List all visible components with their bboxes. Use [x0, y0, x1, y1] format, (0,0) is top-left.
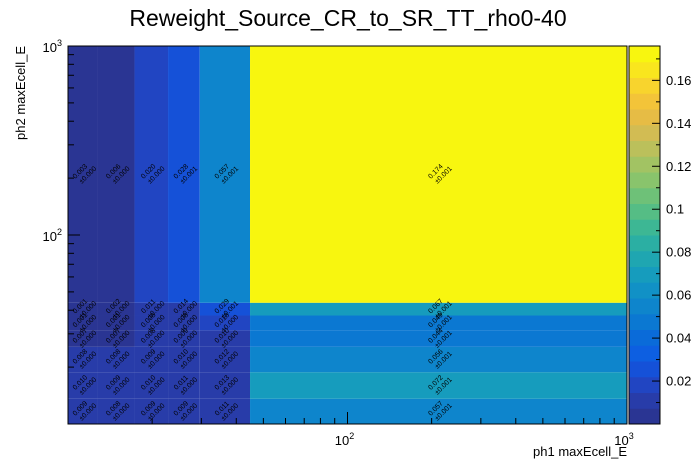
heatmap-cell [97, 372, 135, 399]
colorbar-swatch [629, 298, 660, 315]
colorbar-swatch [629, 361, 660, 378]
y-tick-label: 102 [43, 227, 62, 244]
colorbar-frame [628, 45, 661, 425]
colorbar-swatch [629, 266, 660, 283]
colorbar-swatch [629, 140, 660, 157]
colorbar-tick-label: 0.08 [666, 245, 691, 260]
heatmap-cell [250, 330, 627, 347]
colorbar-tick-label: 0.12 [666, 159, 691, 174]
colorbar-swatch [629, 124, 660, 141]
heatmap-cell [68, 315, 98, 331]
heatmap-cell [250, 46, 627, 303]
heatmap-cell [97, 46, 135, 303]
heatmap-cell [97, 302, 135, 316]
heatmap-cell [68, 46, 98, 303]
colorbar-swatch [629, 77, 660, 94]
colorbar-swatch [629, 329, 660, 346]
colorbar-swatch [629, 219, 660, 236]
heatmap-cell [199, 398, 251, 424]
heatmap-cell [199, 302, 251, 316]
heatmap-cell [134, 46, 169, 303]
heatmap-cell [134, 346, 169, 373]
heatmap-cell [134, 372, 169, 399]
heatmap-cell [168, 315, 200, 331]
heatmap-cell [68, 398, 98, 424]
heatmap-cell [134, 398, 169, 424]
colorbar-swatch [629, 345, 660, 362]
heatmap-cell [168, 346, 200, 373]
colorbar-swatch [629, 392, 660, 409]
colorbar-swatch [629, 235, 660, 252]
colorbar-swatch [629, 93, 660, 110]
heatmap-cell [68, 372, 98, 399]
colorbar-swatch [629, 250, 660, 267]
heatmap-cell [134, 302, 169, 316]
heatmap-cell [199, 346, 251, 373]
colorbar-swatch [629, 187, 660, 204]
heatmap-cell [97, 346, 135, 373]
colorbar-swatch [629, 282, 660, 299]
colorbar-tick-label: 0.04 [666, 331, 691, 346]
heatmap-cell [68, 302, 98, 316]
colorbar-swatch [629, 313, 660, 330]
colorbar: 0.02 0.04 0.06 0.08 0.1 0.12 0.14 0.16 [628, 45, 691, 425]
axes: 102 103 102 103 [43, 38, 634, 448]
colorbar-tick-label: 0.1 [666, 202, 684, 217]
heatmap-cell [250, 372, 627, 399]
colorbar-swatch [629, 172, 660, 189]
heatmap-cell [134, 330, 169, 347]
heatmap-cell [199, 315, 251, 331]
heatmap-cell [97, 330, 135, 347]
chart-title: Reweight_Source_CR_to_SR_TT_rho0-40 [129, 5, 566, 31]
colorbar-tick-label: 0.06 [666, 288, 691, 303]
heatmap-cell [250, 302, 627, 316]
y-axis-label: ph2 maxEcell_E [13, 46, 28, 140]
heatmap-cell [168, 372, 200, 399]
heatmap-cell [250, 398, 627, 424]
colorbar-swatch [629, 156, 660, 173]
heatmap-cell [168, 46, 200, 303]
heatmap-cell [250, 346, 627, 373]
heatmap-cell [68, 346, 98, 373]
colorbar-tick-label: 0.16 [666, 73, 691, 88]
colorbar-tick-label: 0.14 [666, 116, 691, 131]
colorbar-swatch [629, 46, 660, 63]
heatmap-cell [199, 46, 251, 303]
colorbar-swatch [629, 61, 660, 78]
heatmap-cell [168, 398, 200, 424]
colorbar-tick-label: 0.02 [666, 374, 691, 389]
y-tick-label: 103 [43, 38, 62, 55]
colorbar-swatch [629, 109, 660, 126]
heatmap-cell [168, 330, 200, 347]
heatmap-cell [97, 398, 135, 424]
heatmap-cell [134, 315, 169, 331]
heatmap-cell [97, 315, 135, 331]
colorbar-swatch [629, 376, 660, 393]
x-tick-label: 102 [335, 431, 354, 448]
heatmap-cell [168, 302, 200, 316]
x-tick-label: 103 [614, 431, 633, 448]
heatmap-cell [68, 330, 98, 347]
heatmap-cell [199, 330, 251, 347]
colorbar-swatch [629, 203, 660, 220]
x-axis-label: ph1 maxEcell_E [533, 444, 627, 459]
heatmap-cells [68, 46, 627, 424]
heatmap-cell [199, 372, 251, 399]
colorbar-swatch [629, 408, 660, 425]
heatmap-cell [250, 315, 627, 331]
